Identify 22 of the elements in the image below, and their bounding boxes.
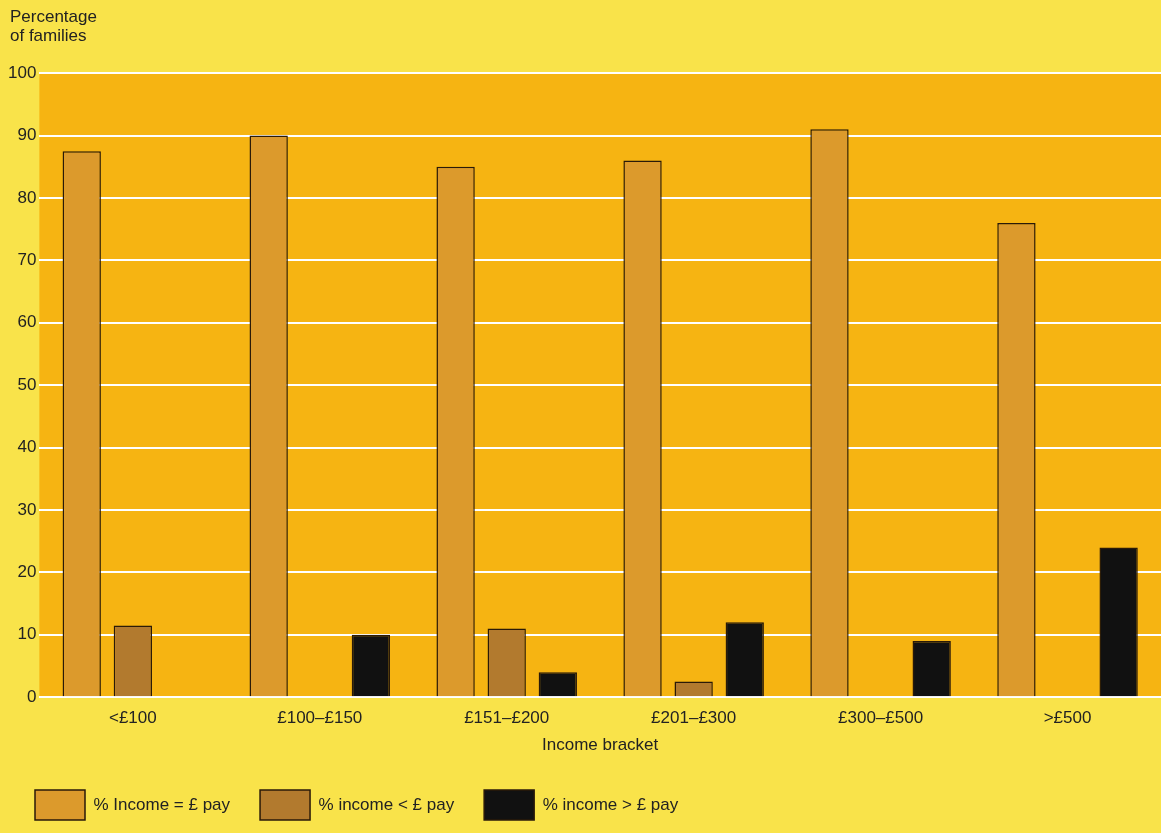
legend-label: % income > £ pay: [542, 794, 679, 814]
x-tick-label: £151–£200: [464, 708, 550, 728]
x-tick-label: >£500: [1043, 708, 1092, 728]
x-tick-label: £100–£150: [277, 708, 363, 728]
legend-label: % income < £ pay: [318, 794, 455, 814]
legend-label: % Income = £ pay: [93, 794, 231, 814]
x-tick-label: £300–£500: [838, 708, 924, 728]
x-tick-label: £201–£300: [651, 708, 737, 728]
y-tick-label: 40: [17, 437, 37, 457]
y-tick-label: 70: [17, 250, 37, 270]
y-tick-label: 100: [7, 62, 37, 82]
y-tick-label: 80: [17, 187, 37, 207]
y-tick-label: 50: [17, 374, 37, 394]
x-axis-title: Income bracket: [542, 735, 659, 755]
x-tick-label: <£100: [108, 708, 157, 728]
y-tick-label: 10: [17, 624, 37, 644]
y-tick-label: 0: [26, 686, 37, 706]
y-tick-label: 90: [17, 125, 37, 145]
y-tick-label: 30: [17, 499, 37, 519]
y-tick-label: 20: [17, 562, 37, 582]
y-axis-title: Percentage of families: [10, 7, 97, 46]
y-tick-label: 60: [17, 312, 37, 332]
